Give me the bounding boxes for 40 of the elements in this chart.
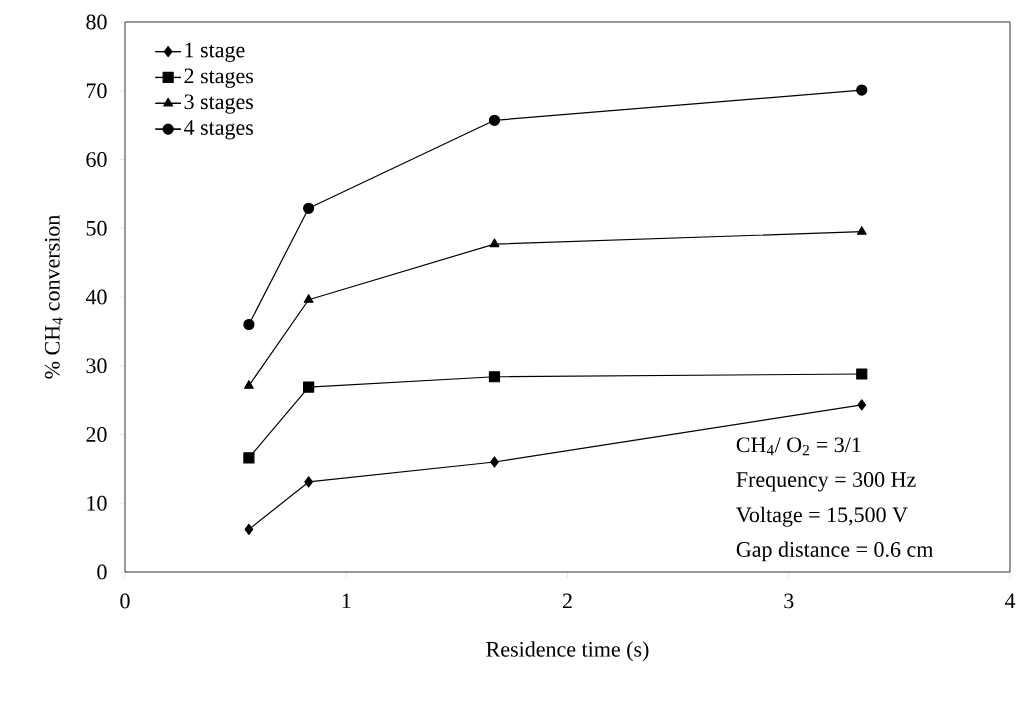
- point: [243, 452, 255, 464]
- x-axis-title: Residence time (s): [486, 641, 649, 662]
- point: [856, 84, 868, 96]
- x-tick-label: 1: [342, 593, 351, 609]
- y-tick-label: 30: [86, 358, 107, 374]
- y-tick-label: 20: [86, 427, 107, 442]
- point: [244, 523, 254, 535]
- y-tick-label: 60: [86, 152, 107, 167]
- point: [488, 114, 501, 126]
- annotation: Frequency = 300 Hz: [736, 472, 916, 492]
- legend-label: 2 stages: [184, 68, 254, 88]
- x-tick-label: 2: [562, 593, 572, 609]
- y-tick-label: 80: [86, 14, 107, 30]
- legend-label: 1 stage: [185, 42, 245, 62]
- point: [243, 318, 255, 331]
- point: [490, 456, 499, 468]
- x-tick-label: 0: [120, 593, 130, 609]
- point: [489, 238, 500, 248]
- y-tick-label: 40: [85, 289, 107, 305]
- x-tick-label: 3: [784, 593, 794, 609]
- annotation: Gap distance = 0.6 cm: [736, 541, 934, 562]
- point: [856, 368, 868, 380]
- y-axis-title: % CH$_{4}$ conversion: [44, 215, 63, 379]
- point: [488, 371, 501, 383]
- point: [303, 202, 315, 214]
- x-tick-label: 4: [1004, 593, 1016, 609]
- y-tick-label: 0: [97, 564, 107, 580]
- legend-label: 3 stages: [184, 94, 254, 114]
- y-tick-label: 10: [87, 495, 107, 511]
- annotation: CH$_{4}$/ O$_{2}$ = 3/1: [736, 437, 861, 456]
- y-tick-label: 50: [86, 220, 107, 236]
- point: [857, 399, 867, 411]
- point: [243, 380, 254, 389]
- y-tick-label: 70: [86, 83, 107, 99]
- point: [303, 381, 315, 393]
- legend-label: 4 stages: [183, 120, 254, 140]
- annotation: Voltage = 15,500 V: [736, 506, 908, 527]
- point: [856, 226, 867, 235]
- point: [304, 476, 313, 488]
- point: [303, 294, 314, 303]
